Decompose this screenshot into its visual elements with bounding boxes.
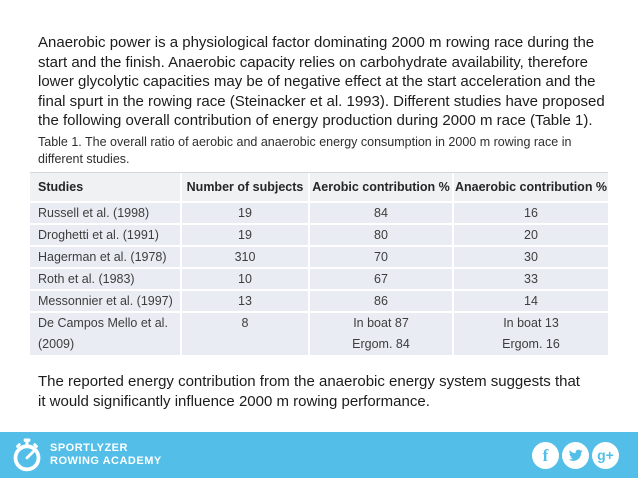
footer-bar: SPORTLYZER ROWING ACADEMY f g+ [0,432,638,478]
google-plus-glyph: g+ [597,447,614,463]
table-row: De Campos Mello et al. (2009) 8 In boat … [30,313,608,355]
table-row: Messonnier et al. (1997) 13 86 14 [30,291,608,311]
cell-aerobic: 86 [310,291,452,311]
cell-study: Messonnier et al. (1997) [30,291,180,311]
cell-study: Hagerman et al. (1978) [30,247,180,267]
cell-aerobic: 84 [310,203,452,223]
cell-aerobic: In boat 87 Ergom. 84 [310,313,452,355]
intro-paragraph: Anaerobic power is a physiological facto… [38,34,605,129]
cell-subjects: 10 [182,269,308,289]
cell-anaerobic: In boat 13 Ergom. 16 [454,313,608,355]
cell-aerobic: 67 [310,269,452,289]
twitter-icon[interactable] [562,441,589,469]
cell-study: De Campos Mello et al. (2009) [30,313,180,355]
brand-text: SPORTLYZER ROWING ACADEMY [50,442,162,468]
header-studies: Studies [30,173,180,201]
cell-anaerobic: 14 [454,291,608,311]
cell-anaerobic: 33 [454,269,608,289]
table-row: Droghetti et al. (1991) 19 80 20 [30,225,608,245]
table-header-row: Studies Number of subjects Aerobic contr… [30,172,608,201]
stopwatch-icon [13,438,41,472]
cell-anaerobic: 30 [454,247,608,267]
table-row: Russell et al. (1998) 19 84 16 [30,203,608,223]
closing-paragraph: The reported energy contribution from th… [38,373,580,410]
twitter-bird-glyph [568,449,583,461]
cell-anaerobic: 20 [454,225,608,245]
cell-subjects: 19 [182,203,308,223]
cell-study: Roth et al. (1983) [30,269,180,289]
cell-study: Droghetti et al. (1991) [30,225,180,245]
cell-subjects: 13 [182,291,308,311]
table-caption: Table 1. The overall ratio of aerobic an… [38,135,572,166]
social-icons: f g+ [532,441,619,469]
google-plus-icon[interactable]: g+ [592,441,619,469]
cell-subjects: 310 [182,247,308,267]
table-row: Hagerman et al. (1978) 310 70 30 [30,247,608,267]
cell-anaerobic: 16 [454,203,608,223]
cell-subjects: 19 [182,225,308,245]
energy-contribution-table: Studies Number of subjects Aerobic contr… [30,172,608,357]
facebook-glyph: f [542,445,549,465]
cell-aerobic: 80 [310,225,452,245]
brand-line-1: SPORTLYZER [50,442,128,454]
header-aerobic-contribution: Aerobic contribution % [310,173,452,201]
facebook-icon[interactable]: f [532,441,559,469]
header-number-of-subjects: Number of subjects [182,173,308,201]
header-anaerobic-contribution: Anaerobic contribution % [454,173,608,201]
cell-aerobic: 70 [310,247,452,267]
cell-subjects: 8 [182,313,308,355]
table-row: Roth et al. (1983) 10 67 33 [30,269,608,289]
brand-line-2: ROWING ACADEMY [50,455,162,467]
cell-study: Russell et al. (1998) [30,203,180,223]
